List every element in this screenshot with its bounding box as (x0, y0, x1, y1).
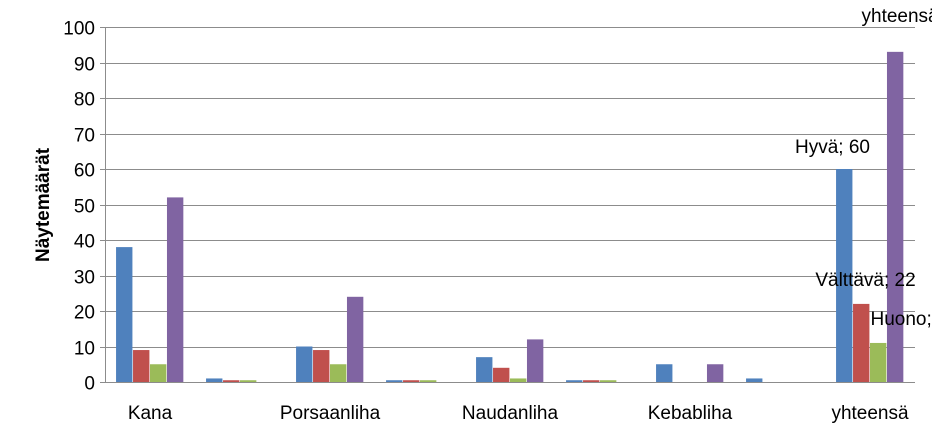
y-tick-label: 0 (84, 374, 95, 395)
y-tick-label: 10 (74, 339, 95, 360)
bar (206, 378, 223, 382)
bar (566, 380, 583, 382)
bar (583, 380, 600, 382)
x-tick-label: Kana (128, 403, 173, 424)
gridlines (105, 27, 915, 348)
bar (223, 380, 240, 382)
y-tick-label: 50 (74, 197, 95, 218)
bar (150, 364, 167, 382)
bar (656, 364, 673, 382)
y-tick-label: 60 (74, 161, 95, 182)
bar (746, 378, 763, 382)
bar (403, 380, 420, 382)
bar (476, 357, 493, 382)
bar (240, 380, 257, 382)
y-tick-label: 70 (74, 126, 95, 147)
y-tick-label: 100 (63, 19, 95, 40)
data-label: Välttävä; 22 (815, 270, 915, 291)
bar (133, 350, 150, 382)
y-tick-label: 90 (74, 55, 95, 76)
bar (313, 350, 330, 382)
y-tick-label: 80 (74, 90, 95, 111)
bar (836, 169, 853, 382)
bars (116, 51, 904, 382)
y-tick-label: 40 (74, 232, 95, 253)
bar (493, 367, 510, 382)
bar (330, 364, 347, 382)
bar (420, 380, 437, 382)
x-tick-label: Naudanliha (462, 403, 559, 424)
y-tick-label: 30 (74, 268, 95, 289)
x-tick-label: Porsaanliha (280, 403, 381, 424)
bar (600, 380, 617, 382)
data-label: Huono; 11 (871, 309, 932, 330)
x-tick-label: Kebabliha (648, 403, 733, 424)
y-tick-label: 20 (74, 303, 95, 324)
bar (386, 380, 403, 382)
bar (510, 378, 527, 382)
bar (296, 346, 313, 382)
bar (166, 197, 184, 382)
bar (526, 339, 544, 382)
y-axis: 0 10 20 30 40 50 60 70 80 90 100 (63, 19, 106, 395)
x-tick-label: yhteensä (831, 403, 909, 424)
y-axis-title: Näytemäärät (33, 147, 54, 262)
data-labels: yhteensä; 93 Hyvä; 60 Välttävä; 22 Huono; 1… (795, 6, 932, 330)
bar (346, 296, 364, 382)
data-label: yhteensä; 93 (862, 6, 932, 27)
bar (886, 51, 904, 382)
bar (116, 247, 133, 382)
bar (706, 364, 724, 382)
bar (870, 342, 887, 382)
data-label: Hyvä; 60 (795, 137, 870, 158)
bar (853, 303, 870, 382)
x-axis: Kana Porsaanliha Naudanliha Kebabliha yhteen… (105, 382, 915, 424)
